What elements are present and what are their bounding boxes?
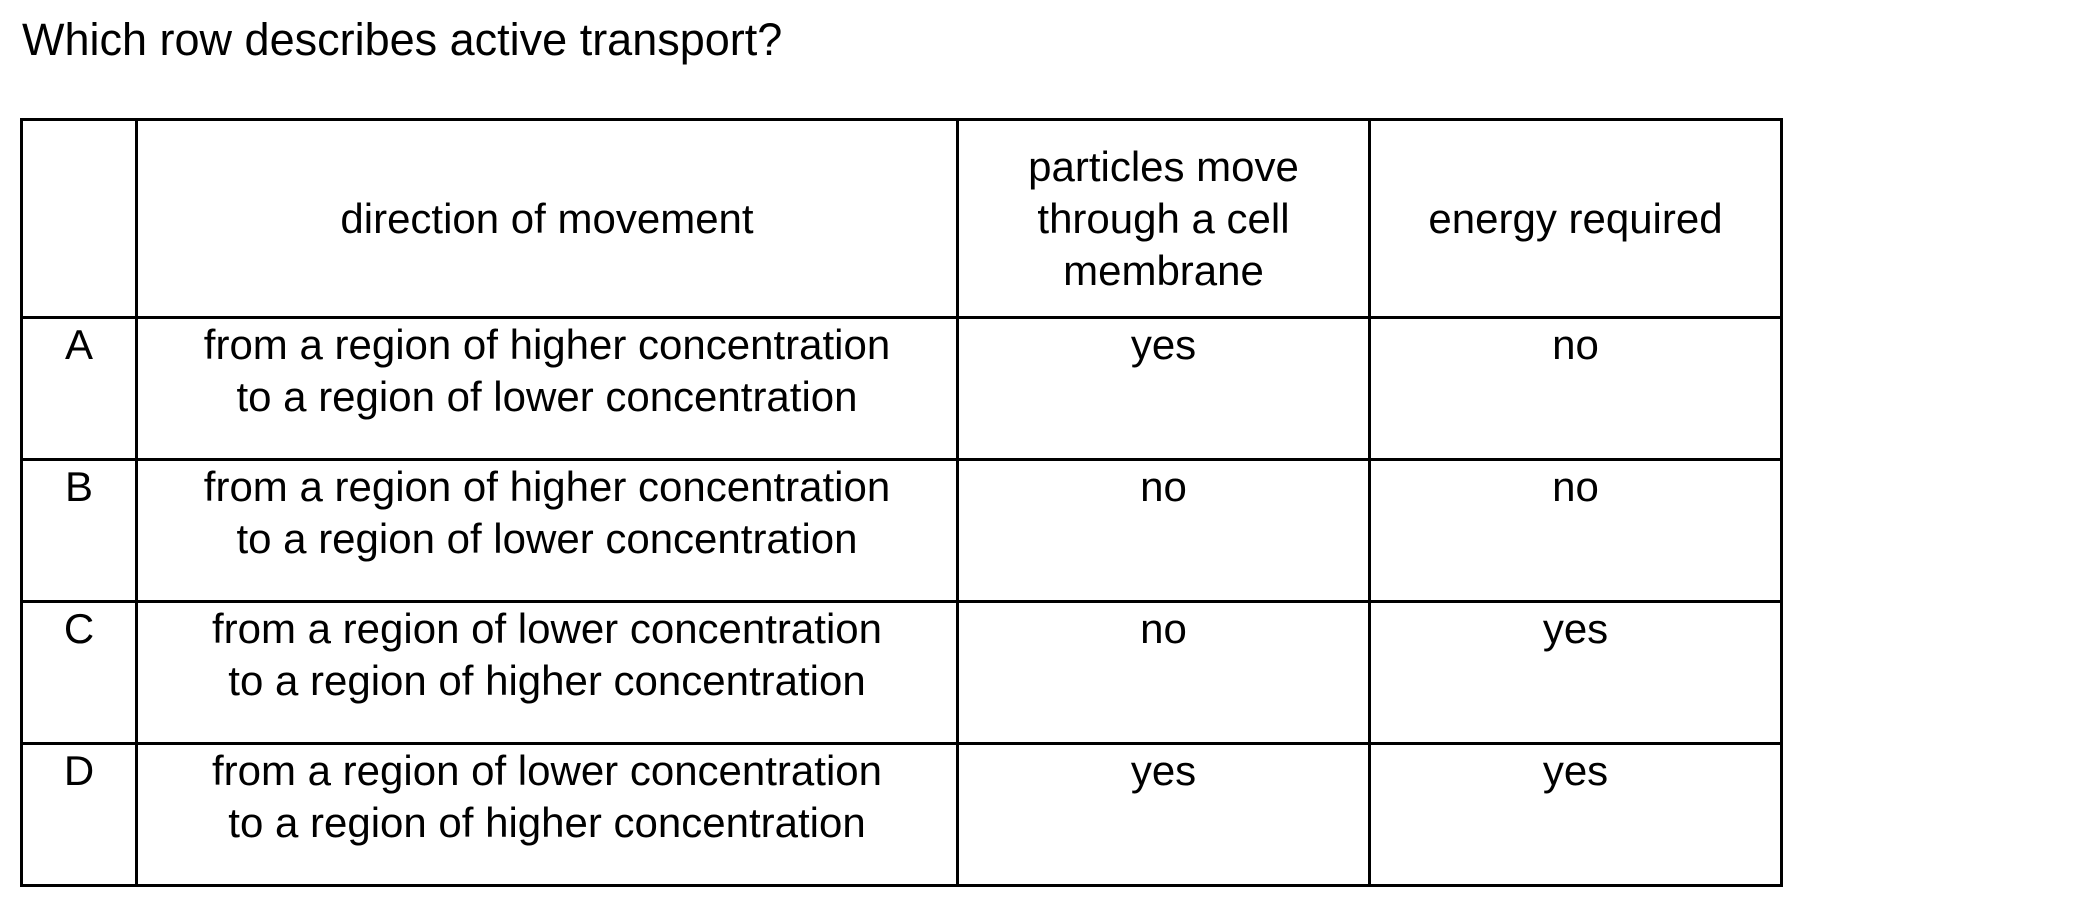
header-energy-required: energy required: [1368, 118, 1783, 319]
row-d-particles-move: yes: [956, 742, 1371, 887]
row-letter-b: B: [20, 458, 138, 603]
answer-table: direction of movement particles move thr…: [20, 118, 1783, 887]
row-a-direction-line-2: to a region of lower concentration: [236, 373, 858, 420]
header-particles-line-3: membrane: [1063, 246, 1264, 294]
header-empty-cell: [20, 118, 138, 319]
header-particles-line-1: particles move: [1028, 142, 1299, 190]
row-a-energy-required: no: [1368, 316, 1783, 461]
row-d-direction: from a region of lower concentration to …: [135, 742, 959, 887]
table-row-c[interactable]: C from a region of lower concentration t…: [20, 600, 1783, 745]
row-c-particles-move: no: [956, 600, 1371, 745]
table-header-row: direction of movement particles move thr…: [20, 118, 1783, 319]
question-text: Which row describes active transport?: [22, 14, 783, 65]
row-a-direction: from a region of higher concentration to…: [135, 316, 959, 461]
row-letter-c: C: [20, 600, 138, 745]
header-particles-move: particles move through a cell membrane: [956, 118, 1371, 319]
table-row-a[interactable]: A from a region of higher concentration …: [20, 316, 1783, 461]
row-a-direction-line-1: from a region of higher concentration: [203, 321, 891, 368]
header-particles-line-2: through a cell: [1037, 194, 1290, 242]
row-d-direction-line-2: to a region of higher concentration: [228, 799, 866, 846]
row-b-direction: from a region of higher concentration to…: [135, 458, 959, 603]
row-letter-a: A: [20, 316, 138, 461]
row-b-particles-move: no: [956, 458, 1371, 603]
row-b-energy-required: no: [1368, 458, 1783, 603]
row-d-direction-line-1: from a region of lower concentration: [211, 747, 882, 794]
table-row-d[interactable]: D from a region of lower concentration t…: [20, 742, 1783, 887]
row-c-direction: from a region of lower concentration to …: [135, 600, 959, 745]
row-a-particles-move: yes: [956, 316, 1371, 461]
row-b-direction-line-2: to a region of lower concentration: [236, 515, 858, 562]
row-b-direction-line-1: from a region of higher concentration: [203, 463, 891, 510]
row-letter-d: D: [20, 742, 138, 887]
row-c-direction-line-1: from a region of lower concentration: [211, 605, 882, 652]
table-row-b[interactable]: B from a region of higher concentration …: [20, 458, 1783, 603]
header-direction-of-movement: direction of movement: [135, 118, 959, 319]
row-d-energy-required: yes: [1368, 742, 1783, 887]
row-c-energy-required: yes: [1368, 600, 1783, 745]
row-c-direction-line-2: to a region of higher concentration: [228, 657, 866, 704]
